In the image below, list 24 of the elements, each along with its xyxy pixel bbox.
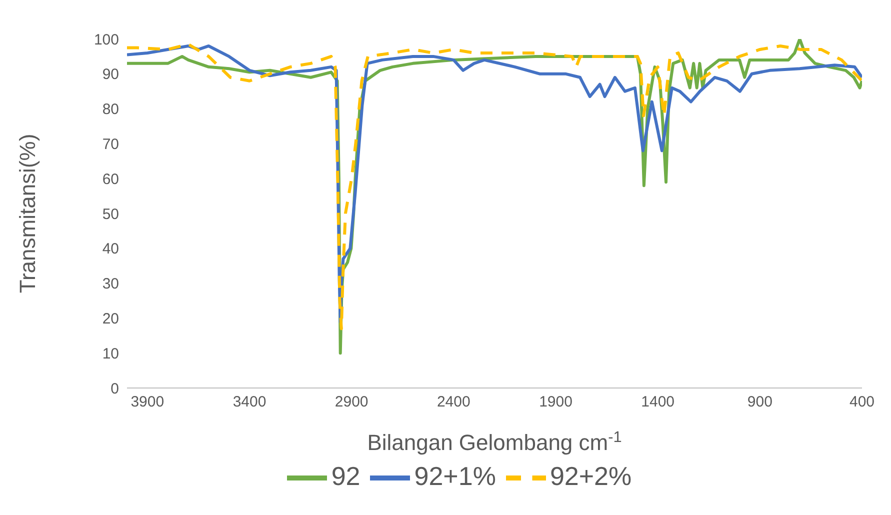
y-tick-label: 10 [102,345,119,362]
x-axis-title: Bilangan Gelombang cm$^{-1}$ [367,428,622,455]
x-tick-label: 400 [849,394,875,411]
legend-label: 92+1% [414,460,496,491]
y-tick-label: 40 [102,240,119,258]
x-tick-label: 3900 [130,394,164,411]
y-tick-label: 70 [102,136,119,154]
y-tick-label: 90 [102,66,119,84]
y-tick-label: 30 [102,276,119,293]
legend-label: 92 [331,460,360,491]
x-tick-label: 900 [747,394,772,411]
y-tick-label: 80 [102,101,119,118]
x-tick-label: 2900 [334,394,368,411]
legend-label: 92+2% [550,460,632,491]
y-tick-label: 20 [102,310,119,328]
x-tick-label: 1900 [539,394,572,411]
x-tick-label: 1400 [641,394,675,411]
y-tick-label: 50 [102,206,119,223]
y-tick-label: 60 [102,170,119,188]
x-tick-label: 2400 [436,394,470,411]
y-tick-label: 100 [94,31,119,48]
y-axis-title: Transmitansi(%) [14,134,40,294]
x-tick-label: 3400 [232,394,266,411]
y-tick-label: 0 [110,380,119,398]
